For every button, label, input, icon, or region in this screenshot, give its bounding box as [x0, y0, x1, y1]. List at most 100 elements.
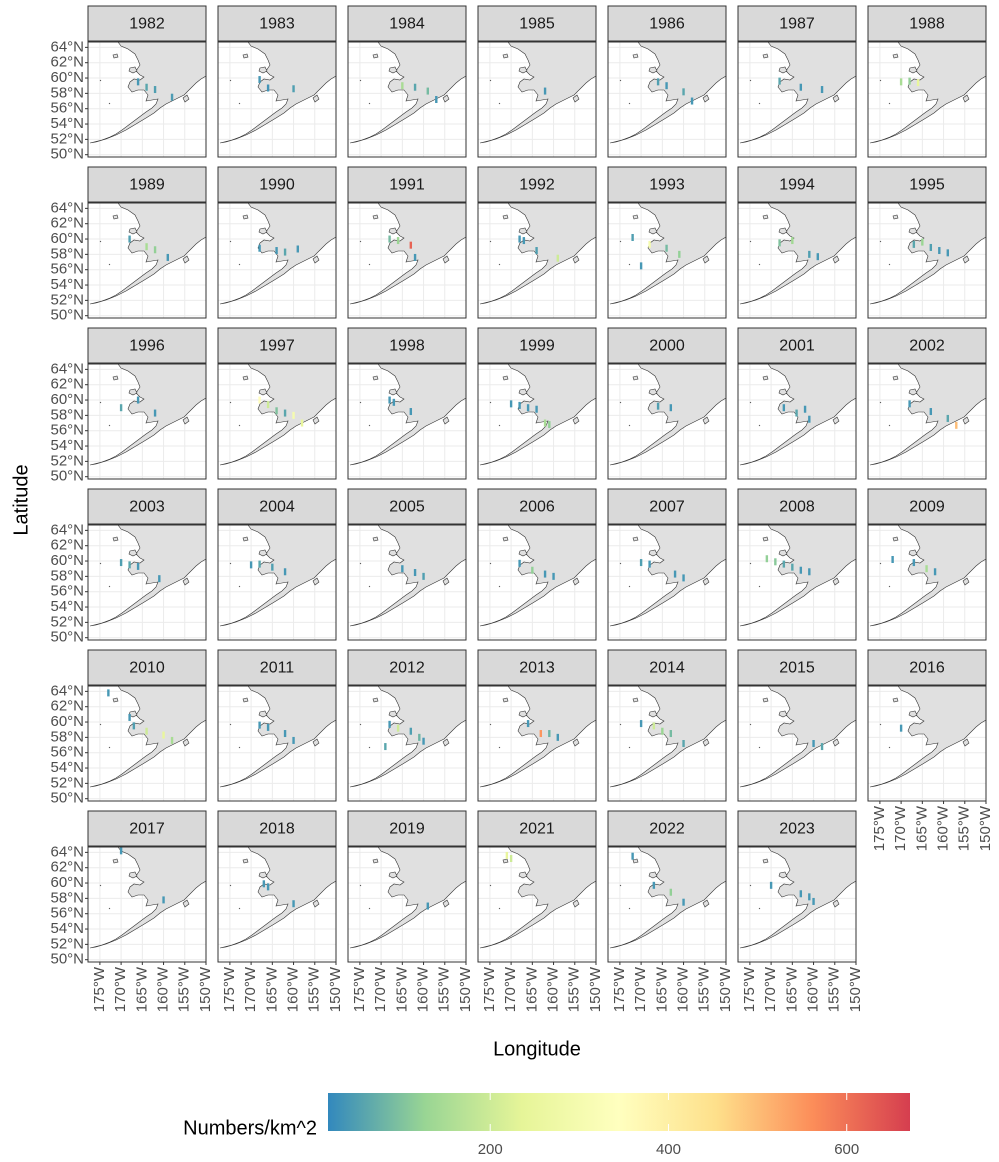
panel-border	[607, 41, 727, 158]
sample-point	[292, 736, 295, 744]
panel	[217, 363, 337, 480]
x-tick-label: 155°W	[696, 966, 713, 1012]
panel	[217, 202, 337, 319]
y-tick-label: 54°N	[50, 920, 84, 937]
x-tick-label: 170°W	[762, 966, 779, 1012]
sample-point	[778, 77, 781, 85]
sample-point	[682, 898, 685, 906]
strip	[217, 5, 337, 42]
panel-border	[347, 846, 467, 963]
sample-point	[107, 689, 110, 697]
panel	[607, 846, 727, 963]
strip-title: 1994	[779, 177, 815, 194]
strip-title: 1984	[389, 16, 425, 33]
strip-title: 2009	[909, 499, 945, 516]
sample-point	[774, 558, 777, 566]
strip-title: 2010	[129, 660, 165, 677]
panel-border	[217, 524, 337, 641]
y-tick-label: 64°N	[50, 38, 84, 55]
sample-point	[396, 237, 400, 245]
sample-point	[820, 743, 824, 751]
panel	[867, 41, 987, 158]
colorbar	[328, 1093, 910, 1131]
panel-border	[87, 524, 207, 641]
panel	[477, 41, 597, 158]
strip	[607, 166, 727, 203]
y-tick-label: 60°N	[50, 552, 84, 569]
sample-point	[275, 247, 278, 255]
panel-border	[737, 363, 857, 480]
sample-point	[669, 888, 673, 896]
sample-point	[158, 575, 161, 583]
sample-point	[266, 84, 270, 92]
y-tick-label: 50°N	[50, 790, 84, 807]
panel	[87, 685, 207, 802]
x-tick-label: 165°W	[783, 966, 800, 1012]
y-tick-label: 56°N	[50, 422, 84, 439]
panel	[737, 41, 857, 158]
strip	[347, 5, 467, 42]
sample-point	[136, 78, 140, 86]
x-tick-label: 175°W	[221, 966, 238, 1012]
panel-border	[477, 846, 597, 963]
strip	[737, 5, 857, 42]
x-tick-label: 155°W	[826, 966, 843, 1012]
y-tick-label: 60°N	[50, 874, 84, 891]
x-tick-label: 150°W	[197, 966, 214, 1012]
sample-point	[413, 569, 417, 577]
strip-title: 2000	[649, 338, 685, 355]
sample-point	[153, 246, 157, 254]
strip-title: 2002	[909, 338, 945, 355]
panel-border	[477, 41, 597, 158]
panel	[737, 524, 857, 641]
strip	[737, 649, 857, 686]
strip	[217, 649, 337, 686]
y-tick-label: 58°N	[50, 84, 84, 101]
sample-point	[656, 402, 660, 410]
strip-title: 1997	[259, 338, 295, 355]
sample-point	[258, 560, 261, 568]
sample-point	[799, 83, 803, 91]
x-tick-label: 170°W	[242, 966, 259, 1012]
sample-point	[782, 404, 786, 412]
strip	[87, 488, 207, 525]
sample-point	[808, 250, 811, 258]
sample-point	[422, 737, 425, 745]
panel-border	[867, 685, 987, 802]
strip	[87, 166, 207, 203]
sample-point	[505, 851, 509, 859]
sample-point	[539, 730, 543, 738]
strip-title: 2022	[649, 821, 685, 838]
y-tick-label: 50°N	[50, 146, 84, 163]
panel-border	[737, 846, 857, 963]
sample-point	[808, 568, 811, 576]
sample-point	[145, 243, 148, 251]
strip	[217, 810, 337, 847]
y-tick-label: 54°N	[50, 115, 84, 132]
panel-border	[607, 363, 727, 480]
sample-point	[690, 97, 694, 105]
sample-point	[929, 243, 933, 251]
sample-point	[631, 234, 634, 241]
sample-point	[262, 880, 266, 888]
sample-point	[535, 405, 538, 413]
strip-title: 1983	[259, 16, 295, 33]
sample-point	[908, 400, 911, 408]
colorbar-tick-label: 600	[834, 1141, 859, 1158]
colorbar-tick-label: 200	[478, 1141, 503, 1158]
y-tick-label: 64°N	[50, 199, 84, 216]
y-tick-label: 62°N	[50, 537, 84, 554]
sample-point	[292, 85, 295, 93]
strip	[607, 810, 727, 847]
y-tick-label: 58°N	[50, 245, 84, 262]
sample-point	[526, 720, 530, 728]
sample-point	[769, 881, 773, 889]
y-tick-label: 52°N	[50, 935, 84, 952]
y-tick-label: 58°N	[50, 406, 84, 423]
sample-point	[409, 727, 413, 735]
panel	[477, 685, 597, 802]
y-tick-label: 56°N	[50, 100, 84, 117]
strip-title: 2018	[259, 821, 295, 838]
strip	[737, 488, 857, 525]
panel	[607, 363, 727, 480]
